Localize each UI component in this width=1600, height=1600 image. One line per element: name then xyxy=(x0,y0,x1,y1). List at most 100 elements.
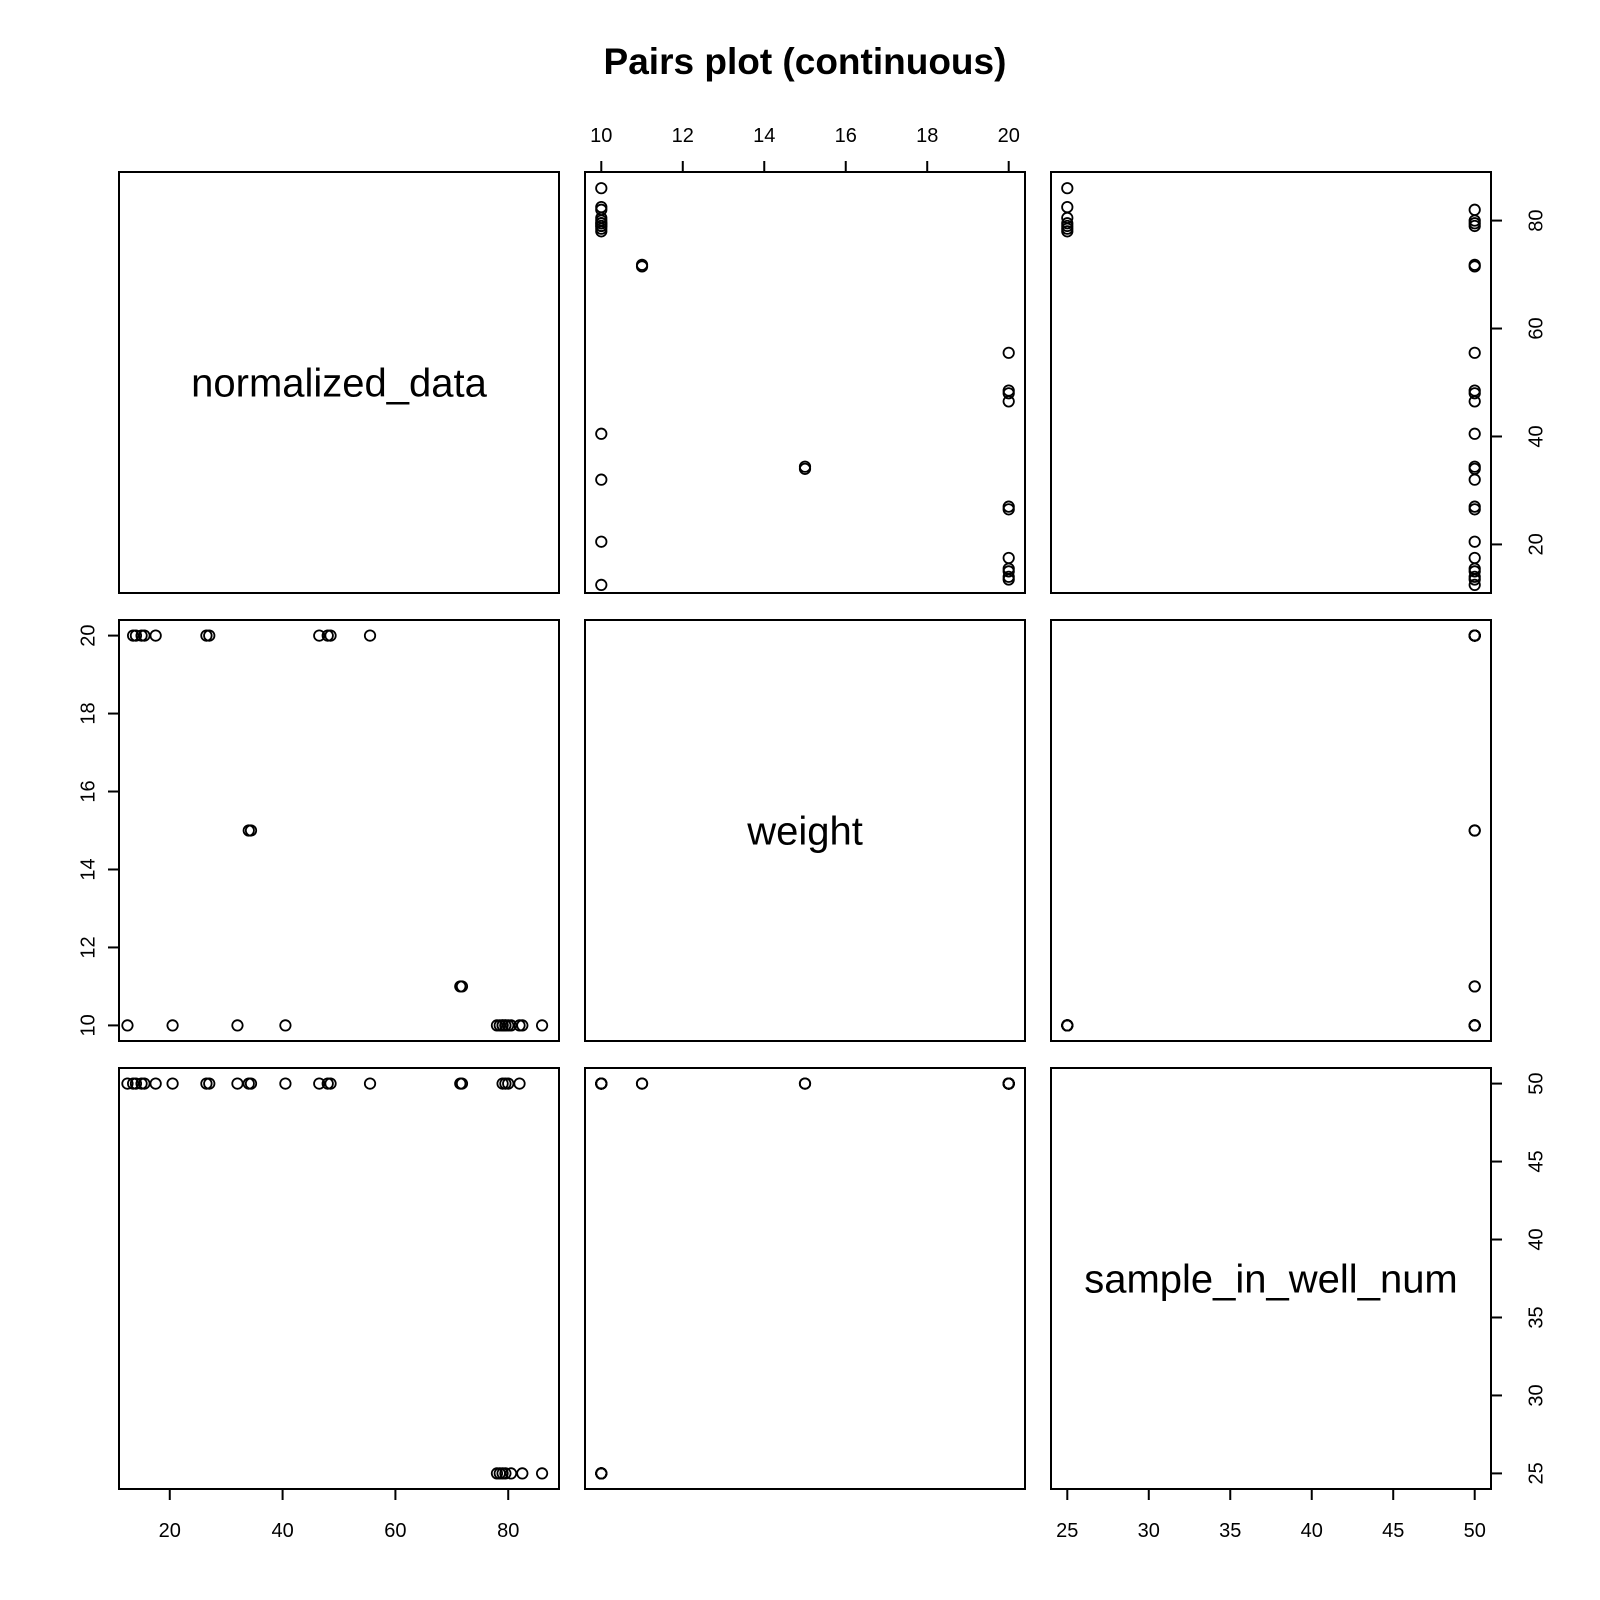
point xyxy=(121,1077,134,1090)
point xyxy=(279,1019,292,1032)
tick-label: 40 xyxy=(1525,425,1547,447)
point xyxy=(513,1077,526,1090)
tick-label: 50 xyxy=(1464,1520,1486,1542)
y-axis-right-normalized_data: 20 40 60 80 xyxy=(1490,209,1547,556)
tick-label: 50 xyxy=(1525,1072,1547,1094)
point xyxy=(127,629,140,642)
point xyxy=(1468,219,1481,233)
point xyxy=(1468,427,1481,440)
panel-sample_in_well_num-vs-normalized_data xyxy=(118,1067,560,1490)
tick-label: 10 xyxy=(590,125,612,147)
tick-label: 14 xyxy=(77,858,99,880)
tick-label: 12 xyxy=(672,125,694,147)
point xyxy=(595,473,608,486)
point xyxy=(231,1019,244,1032)
tick-label: 35 xyxy=(1219,1520,1241,1542)
point xyxy=(1002,395,1015,408)
tick-label: 20 xyxy=(159,1520,181,1542)
point xyxy=(149,629,162,642)
panel-frame xyxy=(1050,171,1492,594)
panel-frame xyxy=(118,171,560,594)
point xyxy=(1468,573,1481,586)
point xyxy=(363,1077,377,1090)
tick-label: 12 xyxy=(77,936,99,958)
tick-label: 40 xyxy=(1301,1520,1323,1542)
point xyxy=(1061,225,1074,238)
tick-label: 45 xyxy=(1525,1150,1547,1172)
point xyxy=(321,629,334,642)
point xyxy=(595,1077,608,1090)
point xyxy=(1468,551,1481,565)
tick-label: 25 xyxy=(1525,1462,1547,1484)
tick-label: 80 xyxy=(497,1520,519,1542)
panel-weight-vs-weight: weight xyxy=(584,619,1026,1042)
tick-label: 30 xyxy=(1525,1384,1547,1406)
point xyxy=(279,1077,292,1090)
point xyxy=(149,1077,162,1090)
point xyxy=(244,1077,258,1090)
tick-label: 25 xyxy=(1056,1520,1078,1542)
tick-label: 35 xyxy=(1525,1306,1547,1328)
tick-label: 16 xyxy=(835,125,857,147)
point xyxy=(1468,980,1481,993)
panel-frame xyxy=(584,171,1026,594)
point xyxy=(595,1467,608,1480)
point xyxy=(231,1077,244,1090)
panel-normalized_data-vs-normalized_data: normalized_data xyxy=(118,171,560,594)
panel-frame xyxy=(118,1067,560,1490)
point xyxy=(490,1467,504,1480)
point xyxy=(1468,460,1481,473)
point xyxy=(595,427,608,440)
point xyxy=(1468,535,1481,548)
panel-weight-vs-normalized_data xyxy=(118,619,560,1042)
point xyxy=(798,1077,812,1090)
point xyxy=(127,1077,140,1090)
point xyxy=(1468,203,1481,216)
tick-label: 20 xyxy=(1525,533,1547,555)
point xyxy=(200,1077,213,1090)
point xyxy=(1002,346,1015,359)
tick-label: 18 xyxy=(77,702,99,724)
point xyxy=(1002,503,1015,516)
point xyxy=(1468,503,1481,516)
point xyxy=(1468,473,1481,486)
point xyxy=(455,980,469,993)
y-axis-left-weight: 10 12 14 16 18 20 xyxy=(77,624,120,1037)
panel-frame xyxy=(118,619,560,1042)
tick-label: 16 xyxy=(77,780,99,802)
point xyxy=(798,460,812,473)
tick-label: 60 xyxy=(1525,317,1547,339)
point xyxy=(1468,387,1481,400)
point xyxy=(496,1077,509,1090)
point xyxy=(135,1077,148,1090)
point xyxy=(1002,551,1015,565)
point xyxy=(1468,629,1481,642)
point xyxy=(1468,565,1481,578)
tick-label: 10 xyxy=(77,1014,99,1036)
panel-normalized_data-vs-sample_in_well_num xyxy=(1050,171,1492,594)
tick-label: 60 xyxy=(384,1520,406,1542)
tick-label: 40 xyxy=(271,1520,293,1542)
tick-label: 14 xyxy=(753,125,775,147)
point xyxy=(635,1077,649,1090)
point xyxy=(595,219,608,233)
point xyxy=(1002,565,1015,578)
tick-label: 30 xyxy=(1138,1520,1160,1542)
panel-frame xyxy=(584,1067,1026,1490)
point xyxy=(1061,1019,1074,1032)
point xyxy=(121,1019,134,1032)
panel-sample_in_well_num-vs-sample_in_well_num: sample_in_well_num xyxy=(1050,1067,1492,1490)
point xyxy=(313,629,326,642)
point xyxy=(1002,387,1015,400)
point xyxy=(516,1467,529,1480)
point xyxy=(166,1077,179,1090)
point xyxy=(321,1077,334,1090)
point xyxy=(1002,573,1015,586)
point xyxy=(1061,182,1074,195)
y-axis-right-sample_in_well_num: 25 30 35 40 45 50 xyxy=(1490,1072,1547,1485)
tick-label: 40 xyxy=(1525,1228,1547,1250)
point xyxy=(635,258,649,271)
point xyxy=(535,1467,549,1480)
